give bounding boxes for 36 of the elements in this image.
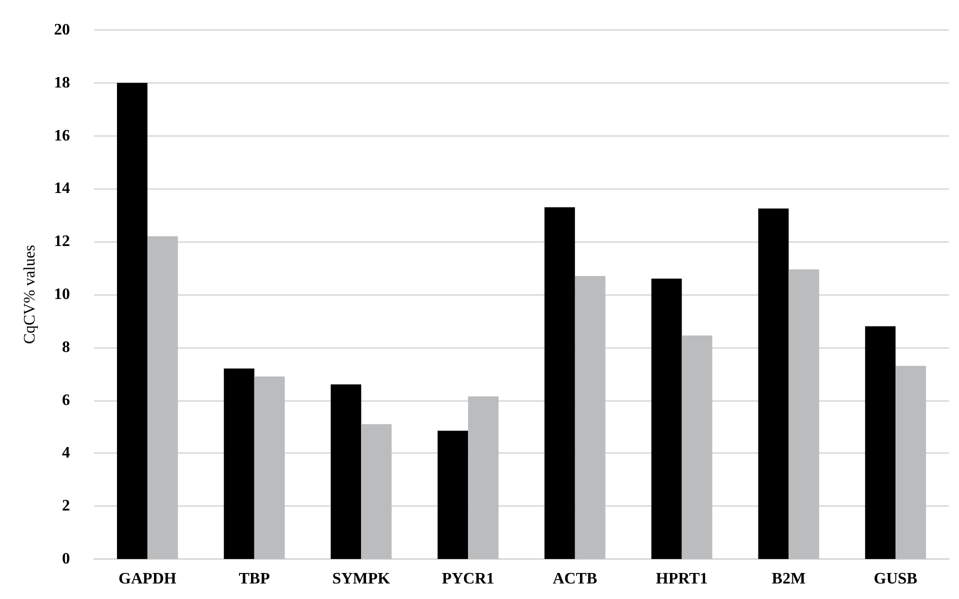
y-tick-label: 6 [62,392,70,409]
x-tick-label: ACTB [552,570,598,588]
bar [574,276,606,559]
y-tick-label: 20 [54,22,70,38]
bar [682,336,712,559]
x-tick-label: SYMPK [332,570,391,588]
y-tick-label: 2 [62,498,70,515]
bar [438,430,468,559]
bar [788,269,820,559]
x-tick-label: HPRT1 [656,570,708,588]
x-tick-label: TBP [238,570,270,588]
y-tick-label: 12 [54,233,70,250]
bar [330,384,362,559]
y-tick-label: 10 [54,286,70,303]
y-tick-label: 18 [54,74,70,92]
bar [254,376,285,559]
bar [544,207,575,559]
bar [651,278,682,559]
bar [147,236,178,559]
y-axis-title: CqCV% values [22,244,38,344]
x-tick-label: GAPDH [118,570,177,588]
y-tick-label: 14 [54,180,70,198]
x-tick-label: PYCR1 [442,570,494,588]
bar [468,396,499,559]
x-tick-label: B2M [772,570,806,588]
bar [224,368,254,559]
bar [758,208,789,559]
bar [896,366,926,559]
y-tick-label: 16 [54,127,70,144]
y-tick-label: 0 [62,550,70,568]
y-tick-label: 4 [62,444,70,462]
bar [865,326,896,559]
bar [361,424,392,559]
x-tick-label: GUSB [874,570,918,588]
y-tick-label: 8 [62,338,70,356]
bar [116,82,148,559]
